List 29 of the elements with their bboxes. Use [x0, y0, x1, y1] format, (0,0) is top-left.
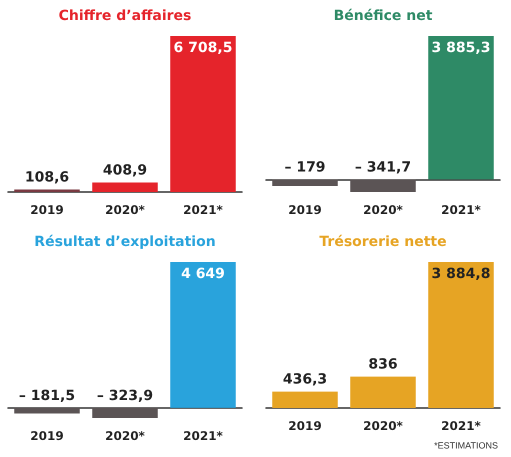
x-tick-label: 2020* — [105, 203, 146, 217]
text: *ESTIMATIONS — [434, 440, 498, 450]
x-tick-label: 2021* — [183, 429, 224, 443]
chart-title: Chiffre d’affaires — [58, 8, 192, 24]
chart-title: Bénéfice net — [334, 8, 433, 24]
data-label: 3 884,8 — [432, 266, 490, 282]
x-tick-label: 2019 — [30, 203, 64, 217]
data-label: – 179 — [284, 159, 326, 176]
x-tick-label: 2021* — [441, 419, 482, 433]
x-tick-label: 2019 — [288, 419, 322, 433]
data-label: 6 708,5 — [174, 40, 232, 56]
data-label: 3 885,3 — [432, 40, 490, 56]
data-label: – 181,5 — [18, 388, 76, 404]
data-label: 108,6 — [24, 169, 70, 186]
x-tick-label: 2020* — [105, 429, 146, 443]
data-label: 4 649 — [181, 266, 225, 282]
data-label: – 341,7 — [354, 159, 412, 176]
data-label: 836 — [368, 356, 398, 373]
chart-title: Résultat d’exploitation — [34, 234, 216, 250]
chart-title: Trésorerie nette — [319, 234, 447, 250]
x-tick-label: 2020* — [363, 203, 404, 217]
x-tick-label: 2021* — [183, 203, 224, 217]
x-tick-label: 2019 — [30, 429, 64, 443]
data-label: 436,3 — [282, 372, 328, 388]
x-tick-label: 2021* — [441, 203, 482, 217]
x-tick-label: 2020* — [363, 419, 404, 433]
data-label: – 323,9 — [96, 388, 154, 404]
data-label: 408,9 — [102, 162, 148, 178]
x-tick-label: 2019 — [288, 203, 322, 217]
